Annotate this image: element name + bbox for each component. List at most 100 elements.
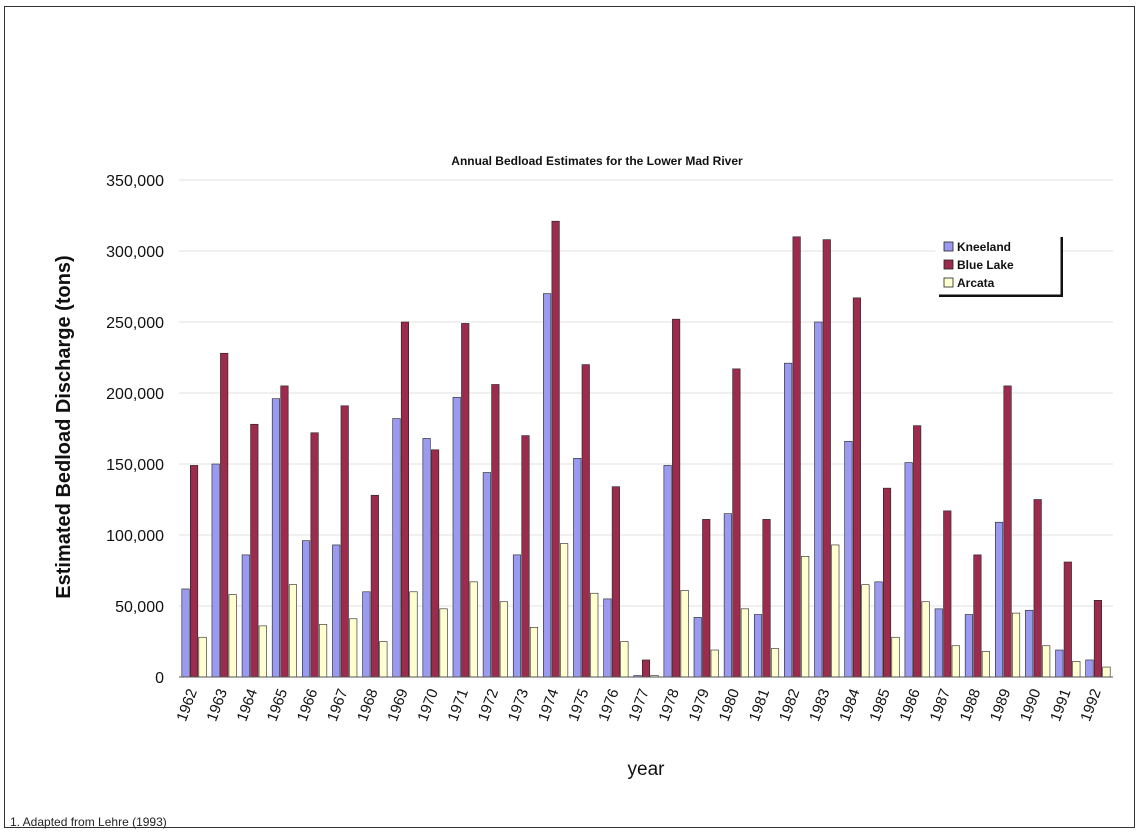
x-tick-label: 1975 — [565, 687, 592, 724]
bar-blue-lake-1970 — [431, 449, 440, 678]
bar-blue-lake-1974 — [551, 220, 560, 678]
x-tick-label: 1965 — [264, 687, 291, 724]
bar-blue-lake-1984 — [852, 297, 861, 678]
bar-kneeland-1973 — [512, 554, 522, 678]
bar-arcata-1971 — [469, 581, 478, 678]
bar-arcata-1983 — [831, 544, 840, 678]
bar-kneeland-1989 — [994, 521, 1004, 678]
bar-blue-lake-1982 — [792, 236, 801, 678]
bar-blue-lake-1963 — [220, 352, 229, 678]
x-tick-label: 1978 — [655, 687, 682, 724]
footnote: 1. Adapted from Lehre (1993) — [10, 815, 167, 829]
bar-arcata-1966 — [319, 624, 328, 678]
y-tick-label: 50,000 — [115, 599, 164, 616]
bar-kneeland-1972 — [482, 472, 491, 678]
bar-kneeland-1974 — [543, 293, 552, 678]
bar-arcata-1992 — [1102, 666, 1111, 678]
bar-blue-lake-1976 — [611, 486, 620, 678]
bar-arcata-1967 — [349, 618, 358, 678]
x-tick-label: 1986 — [897, 687, 924, 724]
bar-blue-lake-1973 — [521, 435, 530, 678]
x-tick-label: 1971 — [445, 687, 472, 724]
bar-kneeland-1983 — [814, 321, 823, 678]
bar-blue-lake-1989 — [1003, 385, 1012, 678]
bar-blue-lake-1969 — [400, 321, 410, 678]
y-tick-label: 350,000 — [106, 173, 164, 190]
x-tick-label: 1977 — [625, 687, 652, 724]
bar-blue-lake-1983 — [822, 239, 831, 678]
bar-blue-lake-1964 — [250, 423, 259, 678]
x-tick-label: 1970 — [414, 687, 441, 724]
bar-kneeland-1964 — [241, 554, 250, 678]
bar-blue-lake-1977 — [641, 659, 651, 678]
legend-box — [935, 233, 1061, 295]
legend-label: Blue Lake — [957, 258, 1014, 272]
bar-kneeland-1981 — [753, 614, 763, 678]
bar-arcata-1991 — [1072, 661, 1081, 678]
bar-blue-lake-1972 — [491, 384, 500, 678]
bar-arcata-1978 — [680, 590, 689, 678]
bar-blue-lake-1992 — [1093, 600, 1102, 678]
bar-blue-lake-1967 — [340, 405, 349, 678]
bar-kneeland-1978 — [663, 465, 672, 678]
x-tick-label: 1962 — [173, 687, 200, 724]
bar-blue-lake-1966 — [310, 432, 319, 678]
bar-kneeland-1982 — [784, 362, 793, 678]
x-tick-label: 1987 — [927, 687, 954, 724]
x-tick-label: 1972 — [475, 687, 502, 724]
bar-arcata-1969 — [409, 591, 418, 678]
bar-blue-lake-1986 — [913, 425, 922, 678]
bar-arcata-1989 — [1011, 612, 1021, 678]
x-tick-label: 1973 — [505, 687, 532, 724]
x-tick-label: 1969 — [384, 687, 411, 724]
x-tick-label: 1980 — [716, 687, 743, 724]
bar-arcata-1988 — [981, 651, 990, 678]
x-tick-label: 1967 — [324, 687, 351, 724]
x-tick-label: 1966 — [294, 687, 321, 724]
bar-arcata-1973 — [529, 626, 539, 678]
x-tick-label: 1979 — [686, 687, 713, 724]
bar-blue-lake-1968 — [370, 494, 379, 678]
bar-kneeland-1992 — [1085, 659, 1094, 678]
chart-title: Annual Bedload Estimates for the Lower M… — [451, 154, 743, 168]
bar-blue-lake-1980 — [732, 368, 741, 678]
bar-arcata-1975 — [590, 592, 599, 678]
bar-arcata-1986 — [921, 601, 930, 678]
bar-kneeland-1987 — [934, 608, 943, 678]
x-tick-label: 1991 — [1047, 687, 1074, 724]
bar-blue-lake-1991 — [1063, 561, 1072, 678]
bar-arcata-1962 — [198, 636, 207, 678]
y-tick-label: 100,000 — [106, 528, 164, 545]
x-tick-label: 1963 — [204, 687, 231, 724]
x-tick-label: 1988 — [957, 687, 984, 724]
x-tick-label: 1985 — [866, 687, 893, 724]
bar-arcata-1985 — [891, 636, 900, 678]
y-tick-label: 0 — [155, 670, 164, 687]
x-tick-label: 1974 — [535, 687, 562, 724]
bar-arcata-1984 — [861, 584, 870, 678]
bar-kneeland-1975 — [573, 458, 582, 678]
bar-arcata-1982 — [801, 555, 810, 678]
bar-kneeland-1965 — [271, 398, 281, 678]
bar-blue-lake-1988 — [973, 554, 982, 678]
legend-swatch — [943, 241, 954, 252]
bar-kneeland-1967 — [332, 544, 341, 678]
legend-swatch — [943, 259, 954, 270]
x-tick-label: 1990 — [1017, 687, 1044, 724]
bar-kneeland-1986 — [904, 462, 913, 678]
bar-kneeland-1991 — [1055, 649, 1064, 678]
bar-blue-lake-1975 — [581, 364, 590, 678]
x-tick-label: 1982 — [776, 687, 803, 724]
bar-kneeland-1968 — [362, 591, 371, 678]
bar-blue-lake-1985 — [882, 487, 892, 678]
bar-kneeland-1984 — [844, 440, 853, 678]
bar-kneeland-1980 — [723, 513, 732, 678]
bar-kneeland-1985 — [874, 581, 883, 678]
bar-kneeland-1976 — [603, 598, 612, 678]
x-tick-label: 1983 — [806, 687, 833, 724]
legend-label: Kneeland — [957, 240, 1011, 254]
bar-kneeland-1979 — [693, 617, 702, 678]
bar-blue-lake-1962 — [190, 465, 199, 678]
x-tick-label: 1964 — [234, 687, 261, 724]
